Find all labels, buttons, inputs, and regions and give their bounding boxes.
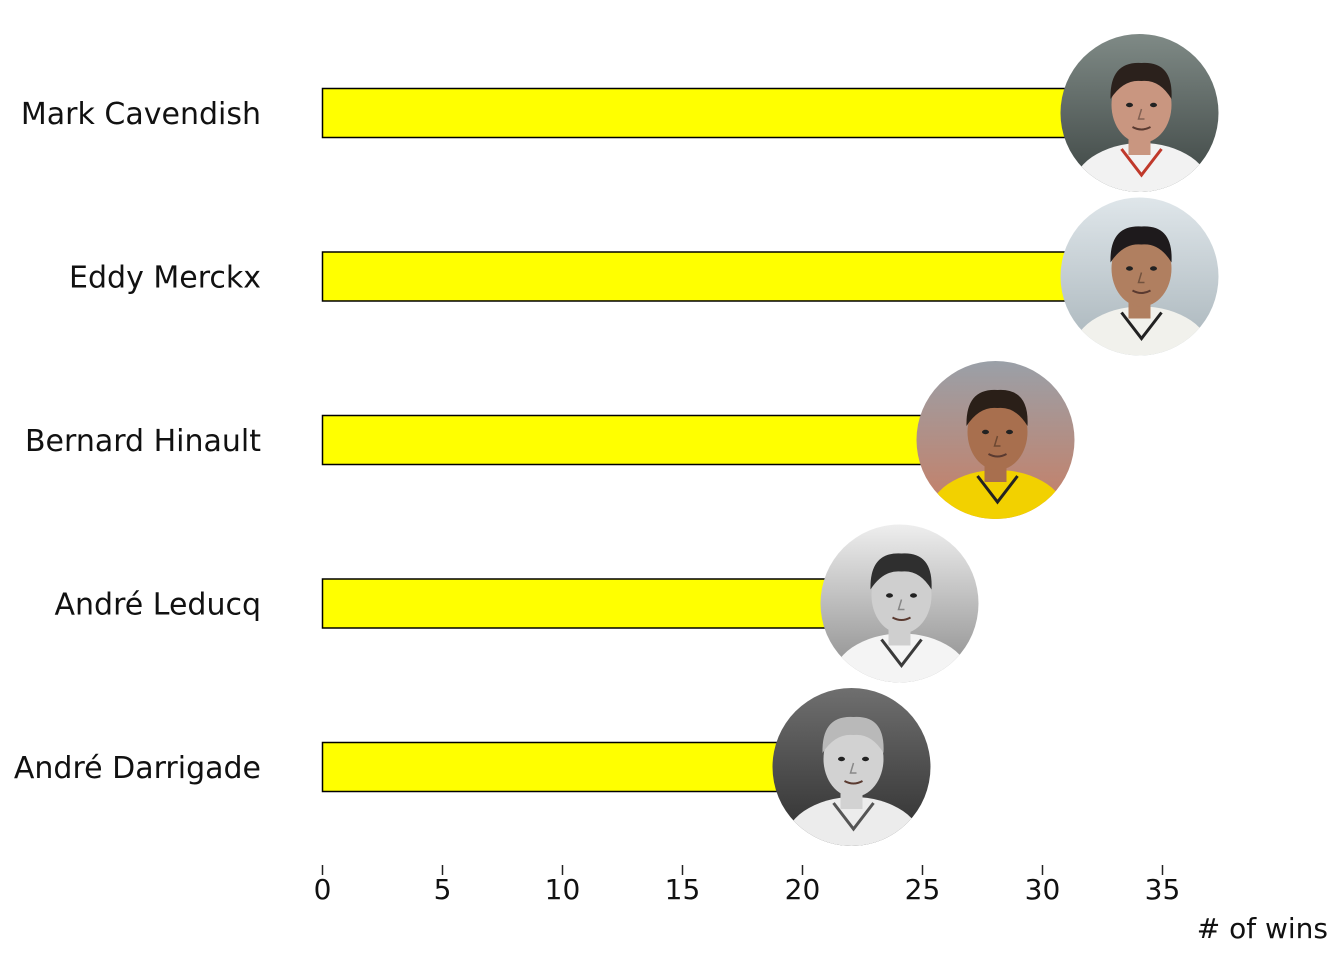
bar (321, 251, 1140, 302)
portrait-marker (820, 524, 979, 683)
bar (321, 414, 996, 466)
bar (321, 741, 852, 793)
bars-layer (321, 87, 1140, 793)
category-label: André Leducq (55, 588, 261, 623)
x-tick-label: 15 (665, 873, 701, 906)
x-axis-title: # of wins (1197, 912, 1328, 945)
category-label: Bernard Hinault (25, 424, 261, 459)
category-label: Mark Cavendish (21, 97, 261, 132)
portraits-layer (772, 34, 1219, 846)
bar (321, 578, 900, 629)
x-tick-label: 20 (785, 873, 821, 906)
category-labels: Mark Cavendish Eddy Merckx Bernard Hinault… (14, 97, 261, 786)
x-tick-label: 0 (314, 873, 332, 906)
x-tick-label: 5 (434, 873, 452, 906)
x-tick-label: 25 (905, 873, 941, 906)
bar (321, 87, 1140, 139)
portrait-marker (916, 361, 1075, 519)
x-tick-label: 10 (545, 873, 581, 906)
category-label: Eddy Merckx (69, 261, 261, 296)
x-tick-label: 30 (1025, 873, 1061, 906)
portrait-marker (1060, 34, 1219, 192)
portrait-marker (1060, 197, 1219, 356)
category-label: André Darrigade (14, 751, 261, 786)
x-axis: 0 5 10 15 20 25 30 35 (314, 865, 1181, 906)
x-tick-label: 35 (1145, 873, 1181, 906)
portrait-marker (772, 688, 931, 846)
